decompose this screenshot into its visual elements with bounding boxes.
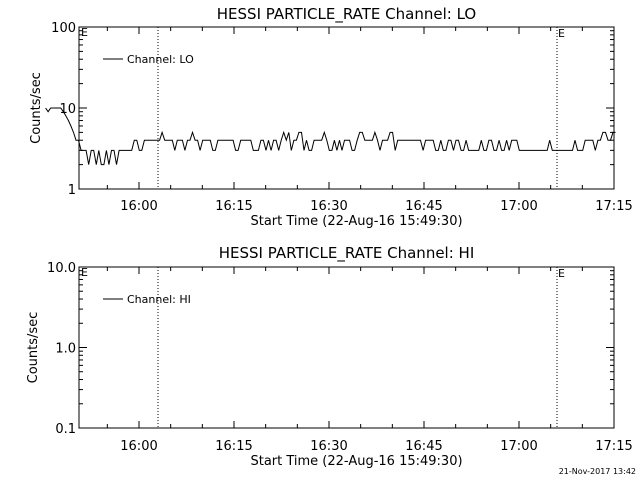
y-tick-label: 10 (59, 102, 76, 117)
x-tick-label: 16:15 (215, 199, 252, 214)
x-tick-label: 17:15 (595, 199, 632, 214)
y-axis-label: Counts/sec (29, 72, 44, 144)
x-tick-label: 16:00 (120, 439, 157, 454)
x-tick-label: 17:00 (500, 199, 537, 214)
x-tick-label: 16:15 (215, 439, 252, 454)
x-tick-label: 16:45 (405, 439, 442, 454)
x-axis-label: Start Time (22-Aug-16 15:49:30) (250, 214, 462, 229)
event-line-label: E (558, 267, 565, 280)
plot-frame (78, 26, 615, 190)
y-tick-label: 1.0 (55, 342, 76, 357)
series-line-channel-lo (45, 107, 616, 166)
corner-label: E (81, 26, 88, 39)
y-axis-label: Counts/sec (26, 312, 41, 384)
y-tick-label: 0.1 (55, 422, 76, 437)
y-tick-label: 1 (68, 183, 76, 198)
x-axis-label: Start Time (22-Aug-16 15:49:30) (250, 454, 462, 469)
x-tick-label: 17:15 (595, 439, 632, 454)
y-tick-label: 10.0 (47, 261, 76, 276)
plot-frame (78, 266, 615, 429)
plot-timestamp: 21-Nov-2017 13:42 (559, 467, 636, 476)
x-tick-label: 16:45 (405, 199, 442, 214)
chart-title: HESSI PARTICLE_RATE Channel: LO (217, 5, 476, 24)
legend-label: Channel: LO (127, 53, 194, 66)
x-tick-label: 16:00 (120, 199, 157, 214)
y-tick-label: 100 (51, 21, 76, 36)
event-line-label: E (558, 27, 565, 40)
corner-label: E (81, 266, 88, 279)
chart-panel-2: HESSI PARTICLE_RATE Channel: HI 16:00 16:1… (26, 244, 633, 469)
chart-title: HESSI PARTICLE_RATE Channel: HI (219, 244, 475, 263)
x-tick-label: 17:00 (500, 439, 537, 454)
legend-label: Channel: HI (127, 293, 191, 306)
x-tick-label: 16:30 (310, 439, 347, 454)
x-tick-label: 16:30 (310, 199, 347, 214)
chart-panel-1: HESSI PARTICLE_RATE Channel: LO 16:00 16:1… (29, 5, 633, 229)
